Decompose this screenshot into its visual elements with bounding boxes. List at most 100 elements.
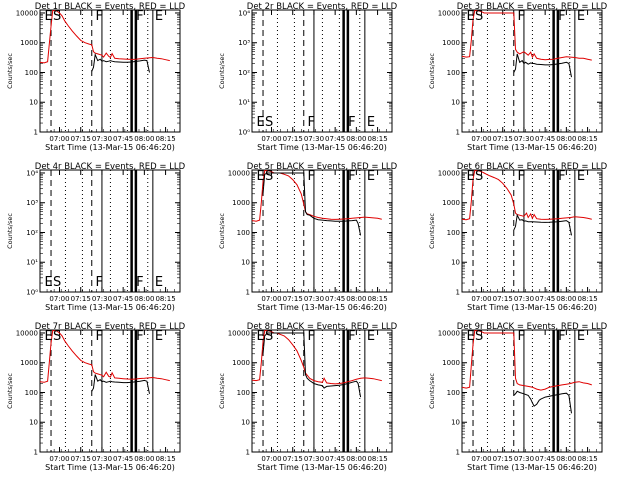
event-marker-label: S xyxy=(265,169,273,184)
x-tick-label: 07:45 xyxy=(535,135,555,143)
y-tick-label: 10⁰ xyxy=(238,129,250,137)
y-tick-label: 1000 xyxy=(232,199,250,207)
events-series-line xyxy=(513,213,572,236)
x-tick-label: 07:15 xyxy=(283,135,303,143)
y-tick-label: 1000 xyxy=(20,39,38,47)
x-tick-label: 07:30 xyxy=(514,455,534,463)
x-tick-label: 08:15 xyxy=(577,135,597,143)
y-tick-label: 10000 xyxy=(16,9,38,17)
x-tick-label: 07:00 xyxy=(49,455,69,463)
y-tick-label: 100 xyxy=(25,69,38,77)
events-series-line xyxy=(513,53,572,78)
y-tick-label: 10000 xyxy=(228,329,250,337)
y-tick-label: 1 xyxy=(456,289,460,297)
event-marker-label: F xyxy=(95,275,102,290)
panel-4: Det 4r BLACK = Events, RED = LLD 10⁰ 10¹ 10… xyxy=(6,162,186,312)
events-series-line xyxy=(513,390,572,414)
y-tick-label: 10000 xyxy=(438,9,460,17)
event-marker-label: E xyxy=(155,275,163,290)
x-tick-label: 07:00 xyxy=(471,455,491,463)
event-marker-label: F xyxy=(558,329,565,344)
panel-title: Det 4r BLACK = Events, RED = LLD xyxy=(35,162,186,172)
x-axis-title: Start Time (13-Mar-15 06:46:20) xyxy=(257,303,387,312)
x-axis-title: Start Time (13-Mar-15 06:46:20) xyxy=(45,143,175,152)
y-tick-label: 1 xyxy=(34,449,38,457)
y-tick-label: 100 xyxy=(237,229,250,237)
events-series-line xyxy=(91,374,150,394)
x-tick-label: 08:15 xyxy=(577,295,597,303)
y-axis-label: Counts/sec xyxy=(218,213,226,249)
panel-2: Det 2r BLACK = Events, RED = LLD 10⁰ 10¹ 10… xyxy=(218,2,398,152)
event-marker-label: S xyxy=(53,275,61,290)
y-tick-label: 10⁴ xyxy=(26,169,38,177)
x-axis-title: Start Time (13-Mar-15 06:46:20) xyxy=(257,463,387,472)
panel-6: Det 6r BLACK = Events, RED = LLD 1 10 100 10… xyxy=(428,162,608,312)
x-tick-label: 08:00 xyxy=(134,295,154,303)
x-tick-label: 08:00 xyxy=(556,295,576,303)
panel-7: Det 7r BLACK = Events, RED = LLD 1 10 100 10… xyxy=(6,322,186,472)
panel-9: Det 9r BLACK = Events, RED = LLD 1 10 100 10… xyxy=(428,322,608,472)
panel-title: Det 1r BLACK = Events, RED = LLD xyxy=(35,2,186,12)
event-marker-label: F xyxy=(517,9,524,24)
lld-series-line xyxy=(39,10,170,64)
lld-series-line xyxy=(461,170,592,221)
y-tick-label: 10³ xyxy=(26,199,38,207)
event-marker-label: E xyxy=(367,329,375,344)
event-marker-label: E xyxy=(155,9,163,24)
x-axis-title: Start Time (13-Mar-15 06:46:20) xyxy=(257,143,387,152)
y-tick-label: 10⁰ xyxy=(26,289,38,297)
y-axis-label: Counts/sec xyxy=(428,213,436,249)
event-marker-label: F xyxy=(95,9,102,24)
y-tick-label: 1000 xyxy=(442,39,460,47)
event-marker-label: S xyxy=(475,9,483,24)
event-marker-label: E xyxy=(467,329,475,344)
x-tick-label: 07:45 xyxy=(113,455,133,463)
x-tick-label: 07:15 xyxy=(71,295,91,303)
y-tick-label: 100 xyxy=(237,389,250,397)
x-tick-label: 08:15 xyxy=(367,295,387,303)
panel-title: Det 5r BLACK = Events, RED = LLD xyxy=(247,162,398,172)
event-marker-label: F xyxy=(517,169,524,184)
event-marker-label: E xyxy=(367,169,375,184)
event-marker-label: F xyxy=(307,329,314,344)
y-tick-label: 1 xyxy=(246,289,250,297)
event-marker-label: S xyxy=(265,115,273,130)
x-tick-label: 07:15 xyxy=(493,455,513,463)
panel-1: Det 1r BLACK = Events, RED = LLD 1 10 100 10… xyxy=(6,2,186,152)
y-tick-label: 10² xyxy=(238,69,250,77)
panel-title: Det 9r BLACK = Events, RED = LLD xyxy=(457,322,608,332)
y-axis-label: Counts/sec xyxy=(6,373,14,409)
panel-5: Det 5r BLACK = Events, RED = LLD 1 10 100 10… xyxy=(218,162,398,312)
y-tick-label: 10² xyxy=(26,229,38,237)
lld-series-line xyxy=(251,330,382,385)
event-marker-label: F xyxy=(517,329,524,344)
x-tick-label: 07:45 xyxy=(113,135,133,143)
x-tick-label: 07:45 xyxy=(325,455,345,463)
events-series-line xyxy=(262,172,362,236)
y-tick-label: 10 xyxy=(29,99,38,107)
y-tick-label: 10000 xyxy=(228,169,250,177)
y-tick-label: 1000 xyxy=(442,199,460,207)
panel-title: Det 3r BLACK = Events, RED = LLD xyxy=(457,2,608,12)
event-marker-label: F xyxy=(136,9,143,24)
panel-title: Det 8r BLACK = Events, RED = LLD xyxy=(247,322,398,332)
y-tick-label: 10 xyxy=(451,99,460,107)
events-series-line xyxy=(91,52,150,73)
event-marker-label: E xyxy=(367,115,375,130)
event-marker-label: F xyxy=(95,329,102,344)
event-marker-label: F xyxy=(348,115,355,130)
y-axis-label: Counts/sec xyxy=(218,373,226,409)
y-tick-label: 1 xyxy=(34,129,38,137)
event-marker-label: S xyxy=(265,329,273,344)
x-tick-label: 07:30 xyxy=(514,135,534,143)
x-tick-label: 07:15 xyxy=(493,295,513,303)
event-marker-label: S xyxy=(475,169,483,184)
x-tick-label: 08:15 xyxy=(155,135,175,143)
event-marker-label: E xyxy=(257,329,265,344)
event-marker-label: F xyxy=(136,329,143,344)
event-marker-label: F xyxy=(558,9,565,24)
x-tick-label: 08:00 xyxy=(134,455,154,463)
event-marker-label: E xyxy=(155,329,163,344)
y-tick-label: 10 xyxy=(241,419,250,427)
